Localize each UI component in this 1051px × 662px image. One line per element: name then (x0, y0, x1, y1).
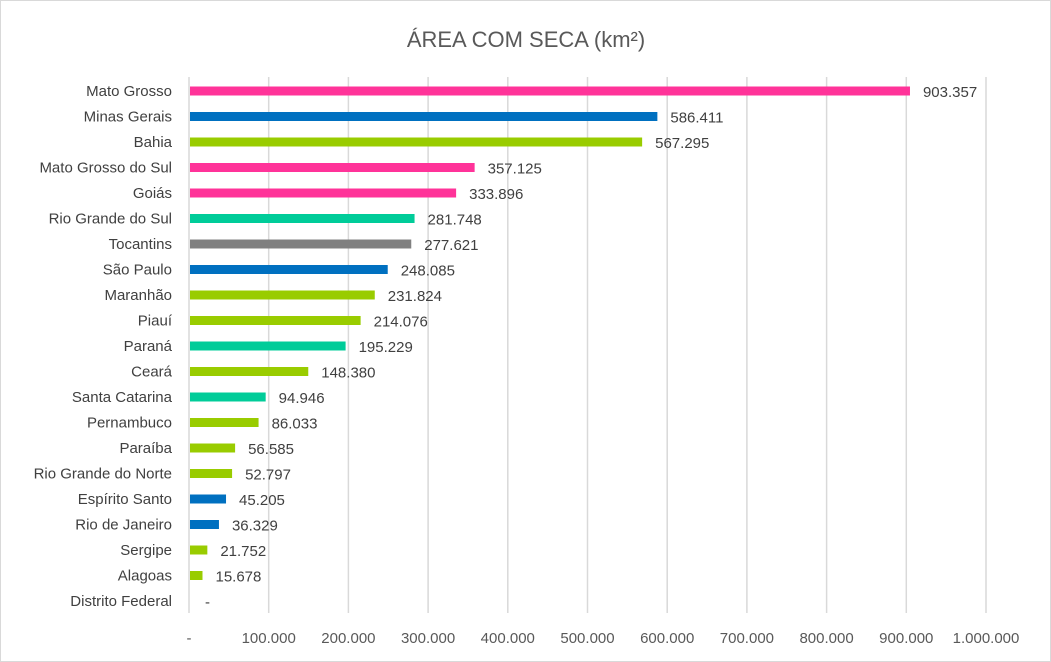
data-label: 52.797 (245, 467, 291, 484)
data-label: 45.205 (239, 492, 285, 509)
category-label: São Paulo (103, 262, 172, 279)
data-label: 248.085 (401, 263, 455, 280)
data-label: 21.752 (220, 543, 266, 560)
data-label: 36.329 (232, 518, 278, 535)
bar (190, 137, 643, 147)
x-tick-label: - (187, 630, 192, 647)
data-label: 333.896 (469, 186, 523, 203)
data-label: 15.678 (215, 569, 261, 586)
x-tick-label: 900.000 (879, 630, 933, 647)
bar (190, 545, 208, 555)
category-label: Maranhão (104, 287, 172, 304)
category-label: Minas Gerais (84, 109, 172, 126)
bar (190, 163, 475, 172)
bar (190, 112, 658, 121)
bar (190, 494, 227, 504)
x-tick-label: 700.000 (720, 630, 774, 647)
x-tick-label: 300.000 (401, 630, 455, 647)
data-label: 277.621 (424, 237, 478, 254)
data-label: - (205, 594, 210, 611)
bar (190, 86, 910, 96)
data-label: 195.229 (359, 339, 413, 356)
data-label: 281.748 (428, 212, 482, 229)
category-label: Paraíba (119, 440, 172, 457)
x-tick-label: 500.000 (560, 630, 614, 647)
category-label: Rio Grande do Sul (49, 211, 172, 228)
x-tick-label: 600.000 (640, 630, 694, 647)
x-tick-label: 100.000 (242, 630, 296, 647)
bar (190, 239, 412, 249)
chart-title: ÁREA COM SECA (km²) (407, 27, 645, 52)
bar (190, 367, 309, 376)
bar (190, 316, 361, 325)
category-label: Rio de Janeiro (75, 517, 172, 534)
data-label: 148.380 (321, 365, 375, 382)
category-label: Paraná (124, 338, 173, 355)
category-label: Santa Catarina (72, 389, 173, 406)
bar (190, 392, 266, 402)
bar (190, 341, 346, 351)
category-label: Espírito Santo (78, 491, 172, 508)
bar (190, 418, 259, 427)
category-label: Ceará (131, 364, 173, 381)
category-label: Bahia (134, 134, 173, 151)
category-label: Tocantins (109, 236, 172, 253)
x-tick-label: 200.000 (321, 630, 375, 647)
bar (190, 571, 203, 580)
x-tick-label: 1.000.000 (953, 630, 1020, 647)
bar (190, 214, 415, 223)
bar (190, 443, 236, 453)
category-label: Alagoas (118, 568, 172, 585)
data-label: 357.125 (488, 161, 542, 178)
data-label: 56.585 (248, 441, 294, 458)
category-label: Rio Grande do Norte (34, 466, 172, 483)
x-tick-label: 800.000 (799, 630, 853, 647)
category-label: Goiás (133, 185, 172, 202)
category-label: Distrito Federal (70, 593, 172, 610)
data-label: 214.076 (374, 314, 428, 331)
bar (190, 469, 233, 478)
bar (190, 290, 375, 300)
category-label: Pernambuco (87, 415, 172, 432)
bar (190, 265, 388, 274)
data-label: 903.357 (923, 84, 977, 101)
category-label: Sergipe (120, 542, 172, 559)
x-tick-label: 400.000 (481, 630, 535, 647)
bar (190, 520, 219, 529)
category-label: Mato Grosso (86, 83, 172, 100)
bar (190, 188, 457, 198)
data-label: 586.411 (670, 110, 723, 127)
data-label: 567.295 (655, 135, 709, 152)
data-label: 94.946 (279, 390, 325, 407)
category-label: Piauí (138, 313, 173, 330)
data-label: 231.824 (388, 288, 442, 305)
data-label: 86.033 (272, 416, 318, 433)
category-label: Mato Grosso do Sul (39, 160, 172, 177)
